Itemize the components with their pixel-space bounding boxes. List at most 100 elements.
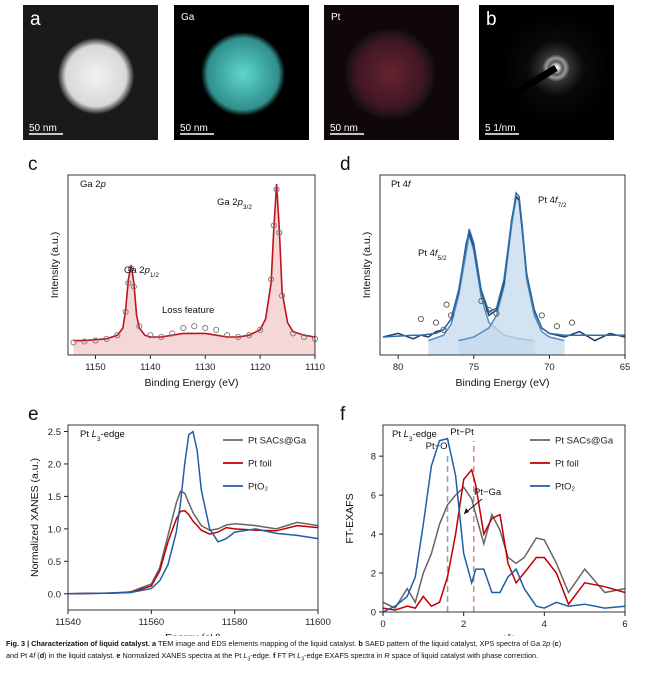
annotation-run: 1/2 [150,272,159,279]
caption-run: -edge. [250,651,273,660]
image-tag: a [30,9,41,30]
line [382,437,626,613]
x-tick-label: 65 [620,362,631,373]
annotation-run: p [144,265,150,276]
x-tick-label: 6 [622,619,627,630]
annotation-run: Pt [392,429,404,440]
annotation-run: p [100,179,106,190]
point [246,332,253,339]
y-axis-label: Intensity (a.u.) [361,232,373,299]
point [114,332,121,339]
x-tick-label: 4 [542,619,547,630]
caption-run: f [272,651,276,660]
point [478,297,485,305]
x-tick-label: 11580 [222,617,248,628]
annotation-run: Pt 4 [418,248,435,259]
annotation-run: 3 [409,436,413,443]
point [273,186,280,193]
y-tick-label: 2 [371,569,376,580]
point [448,312,455,319]
x-tick-label: 0 [380,619,385,630]
annotation-run: Pt−Ga [474,487,502,498]
panel-letter: d [340,154,351,175]
annotation-run: f [555,195,559,206]
x-tick-label: 75 [468,362,479,373]
scale-label: 5 1/nm [485,123,516,134]
legend-label: Pt foil [555,459,579,470]
arrow-head [464,508,469,514]
annotation-run: Ga 2 [217,197,238,208]
y-tick-label: 6 [371,491,376,502]
x-axis-label: Energy (eV) [165,632,221,636]
x-tick-label: 1120 [250,362,270,373]
x-tick-label: 1110 [305,362,325,373]
point [553,323,560,330]
caption-run: ) [558,639,562,648]
annotation: Pt 4f5/2 [418,248,447,262]
scale-label: 50 nm [330,123,358,134]
panel-letter: e [28,404,39,425]
x-tick-label: 1130 [195,362,215,373]
annotation-run: Pt 4 [538,195,555,206]
annotation-run: -edge [413,429,437,440]
x-tick-label: 80 [393,362,404,373]
annotation-run: f [435,248,439,259]
caption-line: and Pt 4f (d) in the liquid catalyst. e … [6,650,656,665]
y-axis-label: Intensity (a.u.) [49,232,61,299]
caption-run: ( [35,651,40,660]
annotation: Ga 2p1/2 [124,265,159,279]
caption-run: e [116,651,121,660]
area [428,234,535,355]
annotation-run: 7/2 [558,202,567,209]
point [224,332,231,339]
x-tick-label: 70 [544,362,555,373]
point [257,326,264,333]
point [81,338,88,345]
image-a [23,5,158,140]
line [67,430,319,595]
x-tick-label: 1140 [140,362,160,373]
caption-run: p [546,639,551,648]
point [432,319,440,326]
y-tick-label: 0 [371,608,376,619]
plot-area [67,430,319,595]
chart: e 11540 11560 11580 11600 0.0 0.5 1.0 1.5 2.0 2.5 E… [28,404,331,636]
y-tick-label: 2.0 [48,459,61,470]
plot-frame [382,424,626,613]
caption-run: FT Pt [275,651,298,660]
scale-label: 50 nm [29,123,57,134]
annotation-run: f [408,179,412,190]
annotation-run: 5/2 [438,255,447,262]
caption-run: -edge EXAFS spectra in [304,651,385,660]
legend-label: PtO₂ [555,482,575,493]
annotation-run: 3 [97,436,101,443]
point [158,333,165,341]
point [300,333,308,341]
annotation-run: Ga 2 [80,179,101,190]
y-tick-label: 4 [371,530,376,541]
figure: a 50 nm Ga 50 nm Pt 50 nm b 5 1/nm c 1150 1140 1130… [23,5,631,636]
annotation: Pt L3-edge [80,429,125,443]
caption-run: L [297,651,302,660]
annotation: Pt−Ga [474,487,502,498]
caption-run: ( [550,639,555,648]
point [485,306,492,314]
annotation-run: p [237,197,243,208]
plot-frame [67,424,319,611]
point [268,276,275,283]
point [289,330,297,337]
point [270,222,277,229]
annotation: Loss feature [162,305,214,316]
y-tick-label: 8 [371,452,376,463]
legend-label: Pt foil [248,459,272,470]
plot-area [382,191,626,355]
point [235,333,242,341]
plot-area: Pt−OPt−Pt [382,427,626,613]
annotation: Ga 2p [80,179,106,190]
image-ga [174,5,309,140]
point [276,229,283,236]
annotation-run: Pt [80,429,92,440]
point [440,326,447,333]
annotation-run: L [404,429,409,440]
